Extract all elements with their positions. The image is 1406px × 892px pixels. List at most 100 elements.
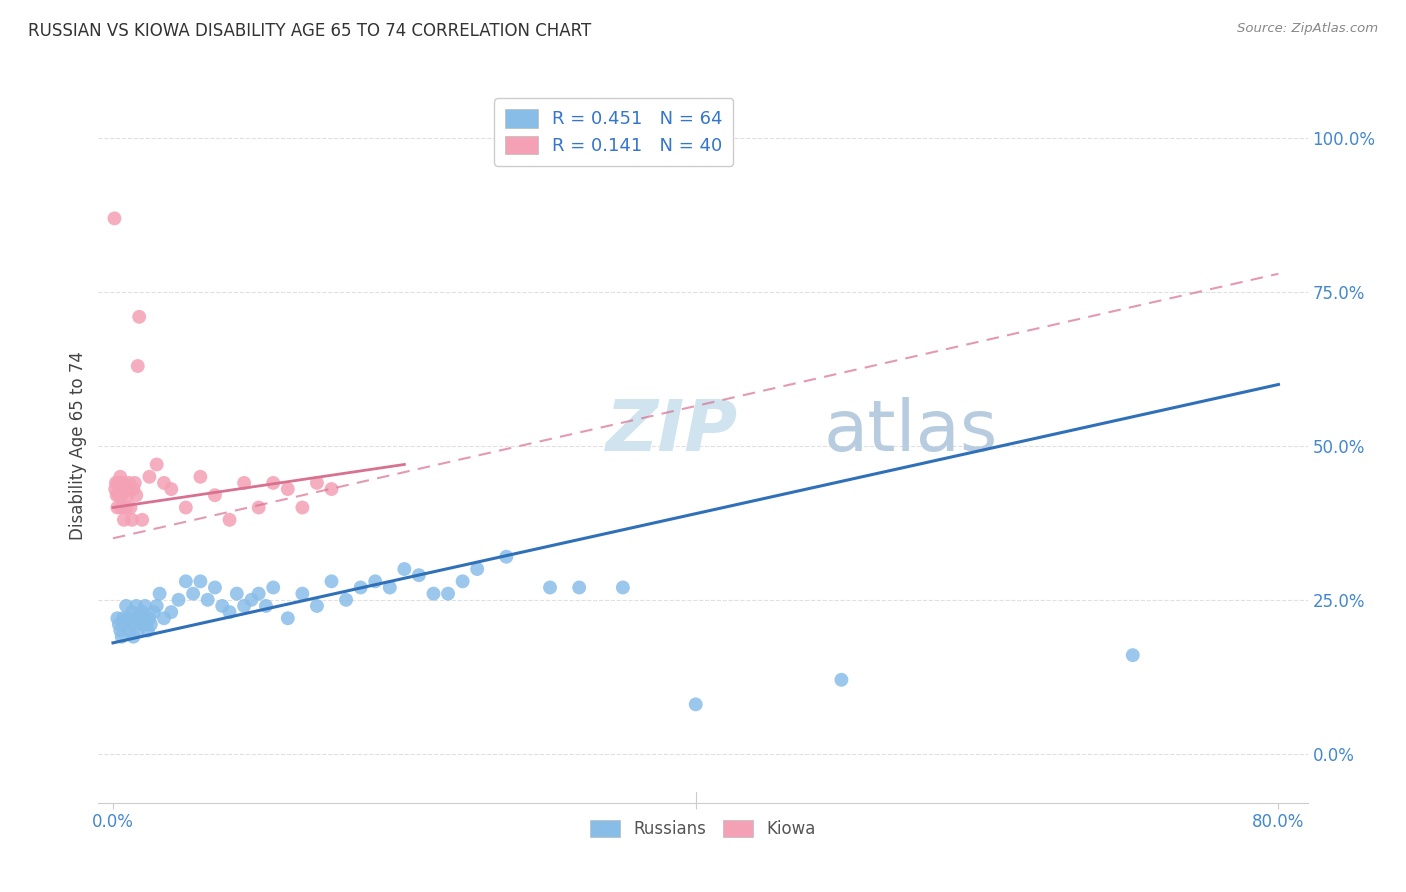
Point: [291, 587, 314, 601]
Legend: Russians, Kiowa: Russians, Kiowa: [583, 813, 823, 845]
Point: [174, 500, 197, 515]
Point: [350, 581, 373, 595]
Point: [122, 630, 145, 644]
Point: [153, 611, 176, 625]
Point: [139, 617, 162, 632]
Point: [108, 488, 131, 502]
Point: [612, 581, 634, 595]
Point: [129, 617, 152, 632]
Point: [149, 587, 172, 601]
Point: [121, 605, 143, 619]
Point: [107, 475, 129, 490]
Point: [181, 587, 204, 601]
Text: RUSSIAN VS KIOWA DISABILITY AGE 65 TO 74 CORRELATION CHART: RUSSIAN VS KIOWA DISABILITY AGE 65 TO 74…: [28, 22, 592, 40]
Point: [136, 624, 159, 638]
Point: [160, 605, 183, 619]
Point: [125, 488, 148, 502]
Point: [465, 562, 488, 576]
Point: [321, 574, 343, 589]
Point: [167, 592, 190, 607]
Point: [247, 587, 270, 601]
Point: [114, 617, 136, 632]
Point: [110, 500, 132, 515]
Point: [122, 482, 145, 496]
Text: ZIP: ZIP: [606, 397, 738, 467]
Point: [134, 599, 156, 613]
Point: [422, 587, 444, 601]
Point: [262, 475, 284, 490]
Point: [240, 592, 263, 607]
Point: [111, 475, 134, 490]
Point: [451, 574, 474, 589]
Point: [104, 475, 127, 490]
Point: [204, 581, 226, 595]
Point: [105, 611, 128, 625]
Point: [121, 513, 143, 527]
Point: [117, 488, 139, 502]
Point: [437, 587, 460, 601]
Point: [105, 500, 128, 515]
Point: [305, 599, 328, 613]
Point: [128, 310, 150, 324]
Point: [204, 488, 226, 502]
Point: [142, 605, 165, 619]
Point: [131, 513, 153, 527]
Point: [124, 475, 146, 490]
Point: [335, 592, 357, 607]
Point: [112, 513, 135, 527]
Point: [108, 617, 131, 632]
Point: [103, 211, 125, 226]
Point: [115, 599, 138, 613]
Text: Source: ZipAtlas.com: Source: ZipAtlas.com: [1237, 22, 1378, 36]
Point: [120, 617, 142, 632]
Point: [135, 617, 157, 632]
Text: atlas: atlas: [824, 397, 998, 467]
Point: [291, 500, 314, 515]
Point: [132, 611, 155, 625]
Point: [110, 469, 132, 483]
Point: [218, 605, 240, 619]
Point: [190, 574, 212, 589]
Point: [1122, 648, 1144, 662]
Point: [145, 458, 167, 472]
Point: [112, 482, 135, 496]
Point: [138, 469, 160, 483]
Point: [233, 475, 256, 490]
Point: [495, 549, 517, 564]
Point: [233, 599, 256, 613]
Point: [111, 488, 134, 502]
Point: [125, 599, 148, 613]
Point: [262, 581, 284, 595]
Point: [408, 568, 430, 582]
Point: [104, 482, 127, 496]
Point: [153, 475, 176, 490]
Point: [211, 599, 233, 613]
Point: [225, 587, 247, 601]
Point: [321, 482, 343, 496]
Point: [127, 624, 149, 638]
Point: [128, 611, 150, 625]
Point: [112, 611, 135, 625]
Point: [111, 630, 134, 644]
Point: [110, 624, 132, 638]
Point: [115, 500, 138, 515]
Point: [190, 469, 212, 483]
Point: [247, 500, 270, 515]
Point: [685, 698, 707, 712]
Point: [114, 482, 136, 496]
Point: [277, 611, 299, 625]
Point: [538, 581, 561, 595]
Point: [277, 482, 299, 496]
Point: [160, 482, 183, 496]
Point: [254, 599, 277, 613]
Point: [120, 500, 142, 515]
Point: [124, 611, 146, 625]
Point: [305, 475, 328, 490]
Point: [127, 359, 149, 373]
Point: [830, 673, 852, 687]
Point: [364, 574, 387, 589]
Point: [197, 592, 219, 607]
Point: [568, 581, 591, 595]
Point: [174, 574, 197, 589]
Point: [117, 611, 139, 625]
